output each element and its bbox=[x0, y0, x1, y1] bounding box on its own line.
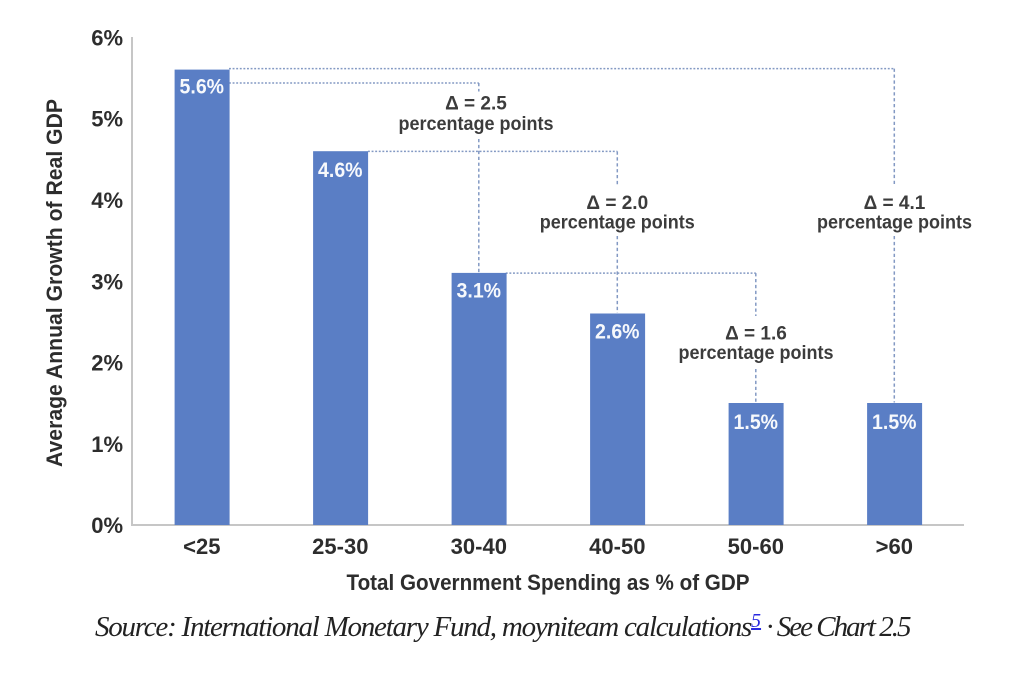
svg-text:3.1%: 3.1% bbox=[457, 280, 502, 303]
svg-text:1.5%: 1.5% bbox=[872, 411, 917, 434]
svg-text:50-60: 50-60 bbox=[728, 534, 784, 559]
svg-text:Average Annual Growth of Real: Average Annual Growth of Real GDP bbox=[42, 99, 67, 467]
svg-text:percentage points: percentage points bbox=[399, 114, 554, 135]
svg-text:>60: >60 bbox=[876, 534, 913, 559]
svg-text:percentage points: percentage points bbox=[817, 212, 972, 233]
svg-text:30-40: 30-40 bbox=[451, 534, 507, 559]
svg-text:Δ = 2.5: Δ = 2.5 bbox=[445, 93, 507, 114]
svg-text:5%: 5% bbox=[91, 107, 123, 132]
svg-text:Δ = 1.6: Δ = 1.6 bbox=[725, 324, 787, 345]
svg-text:4.6%: 4.6% bbox=[318, 159, 363, 182]
svg-text:percentage points: percentage points bbox=[540, 212, 695, 233]
svg-text:1%: 1% bbox=[91, 432, 123, 457]
svg-text:3%: 3% bbox=[91, 269, 123, 294]
svg-text:4%: 4% bbox=[91, 188, 123, 213]
svg-text:0%: 0% bbox=[91, 513, 123, 538]
svg-text:25-30: 25-30 bbox=[312, 534, 368, 559]
svg-text:40-50: 40-50 bbox=[589, 534, 645, 559]
svg-text:2%: 2% bbox=[91, 351, 123, 376]
svg-text:<25: <25 bbox=[183, 534, 220, 559]
svg-text:Total Government Spending as %: Total Government Spending as % of GDP bbox=[347, 570, 750, 595]
svg-text:6%: 6% bbox=[91, 25, 123, 50]
svg-text:5.6%: 5.6% bbox=[180, 75, 225, 98]
svg-text:percentage points: percentage points bbox=[679, 343, 834, 364]
svg-text:Δ = 2.0: Δ = 2.0 bbox=[586, 193, 648, 214]
svg-text:2.6%: 2.6% bbox=[595, 320, 640, 343]
svg-text:Δ = 4.1: Δ = 4.1 bbox=[864, 193, 926, 214]
svg-text:1.5%: 1.5% bbox=[734, 411, 779, 434]
